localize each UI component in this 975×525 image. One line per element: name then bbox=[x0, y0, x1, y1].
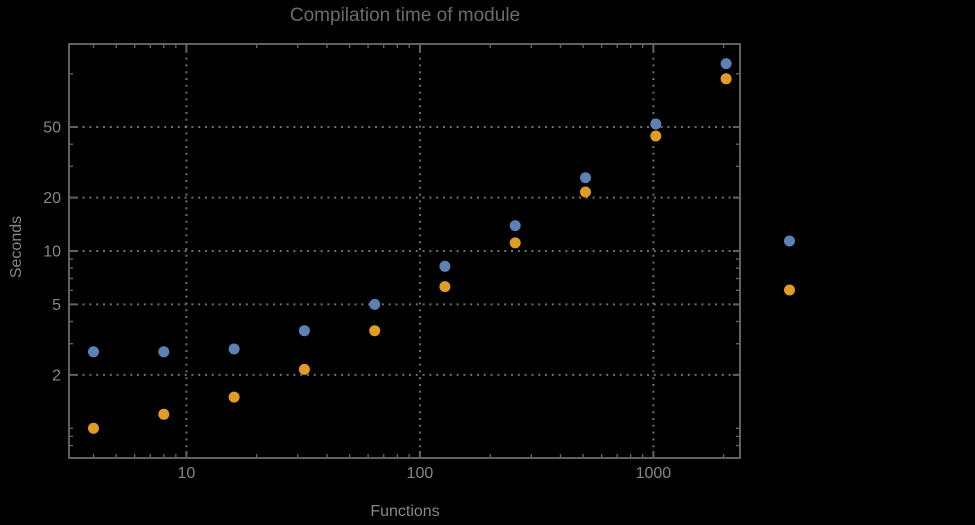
y-tick-label-50: 50 bbox=[43, 120, 61, 137]
data-point-series-1-blue-x8 bbox=[158, 346, 170, 358]
data-point-series-1-blue-x128 bbox=[439, 260, 451, 272]
data-point-series-1-blue-x16 bbox=[228, 343, 240, 355]
data-point-series-2-orange-x16 bbox=[228, 391, 240, 403]
y-axis-label: Seconds bbox=[8, 215, 25, 279]
data-point-series-2-orange-x2048 bbox=[720, 73, 732, 85]
data-point-series-2-orange-x128 bbox=[439, 281, 451, 293]
data-point-series-1-blue-x64 bbox=[369, 298, 381, 310]
x-tick-label-1000: 1000 bbox=[636, 465, 672, 482]
y-tick-label-2: 2 bbox=[52, 367, 61, 384]
data-point-series-1-blue-x32 bbox=[298, 325, 310, 337]
data-point-series-1-blue-x1024 bbox=[650, 118, 662, 130]
y-tick-label-10: 10 bbox=[43, 244, 61, 261]
data-point-series-1-blue-x2048 bbox=[720, 58, 732, 70]
chart-title: Compilation time of module bbox=[289, 5, 521, 26]
data-point-series-2-orange-x64 bbox=[369, 325, 381, 337]
x-tick-label-100: 100 bbox=[407, 465, 434, 482]
y-tick-label-5: 5 bbox=[52, 297, 61, 314]
x-axis-label: Functions bbox=[370, 503, 440, 520]
data-point-series-2-orange-x32 bbox=[298, 363, 310, 375]
legend-marker-series-2-orange bbox=[784, 284, 795, 296]
data-point-series-2-orange-x4 bbox=[88, 422, 99, 434]
legend-marker-series-1-blue bbox=[784, 235, 795, 247]
data-point-series-2-orange-x8 bbox=[158, 408, 170, 420]
data-point-series-1-blue-x256 bbox=[509, 220, 521, 232]
data-point-series-2-orange-x512 bbox=[580, 186, 591, 198]
plot-frame bbox=[68, 43, 741, 459]
data-point-series-2-orange-x1024 bbox=[650, 130, 662, 142]
x-tick-label-10: 10 bbox=[178, 465, 196, 482]
y-tick-label-20: 20 bbox=[43, 190, 61, 207]
data-point-series-2-orange-x256 bbox=[509, 237, 521, 249]
data-point-series-1-blue-x4 bbox=[88, 346, 99, 358]
data-point-series-1-blue-x512 bbox=[580, 172, 591, 184]
